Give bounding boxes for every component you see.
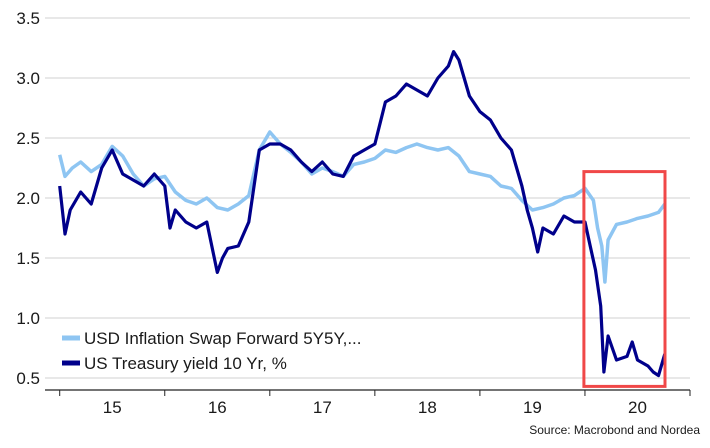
x-tick-label-2: 17 <box>313 398 332 417</box>
series-line-0 <box>58 130 667 284</box>
gridlines <box>45 17 690 379</box>
x-tick-label-1: 16 <box>208 398 227 417</box>
series-lines <box>58 50 667 378</box>
x-tick-label-0: 15 <box>103 398 122 417</box>
y-tick-label-6: 3.5 <box>16 9 40 28</box>
x-axis-ticks: 15 16 17 18 19 20 <box>59 390 691 417</box>
y-tick-label-0: 0.5 <box>16 369 40 388</box>
y-tick-label-2: 1.5 <box>16 249 40 268</box>
series-line-1 <box>58 50 667 378</box>
y-tick-label-4: 2.5 <box>16 129 40 148</box>
x-tick-label-5: 20 <box>628 398 647 417</box>
y-tick-label-5: 3.0 <box>16 69 40 88</box>
y-axis-ticks: 0.5 1.0 1.5 2.0 2.5 3.0 3.5 <box>16 9 40 388</box>
source-note: Source: Macrobond and Nordea <box>529 423 700 437</box>
y-tick-label-3: 2.0 <box>16 189 40 208</box>
legend: USD Inflation Swap Forward 5Y5Y,... US T… <box>62 329 362 373</box>
legend-label-treasury-yield: US Treasury yield 10 Yr, % <box>84 354 287 373</box>
legend-label-inflation-swap: USD Inflation Swap Forward 5Y5Y,... <box>84 329 362 348</box>
x-tick-label-3: 18 <box>418 398 437 417</box>
highlight-box <box>582 170 667 388</box>
x-tick-label-4: 19 <box>523 398 542 417</box>
y-tick-label-1: 1.0 <box>16 309 40 328</box>
